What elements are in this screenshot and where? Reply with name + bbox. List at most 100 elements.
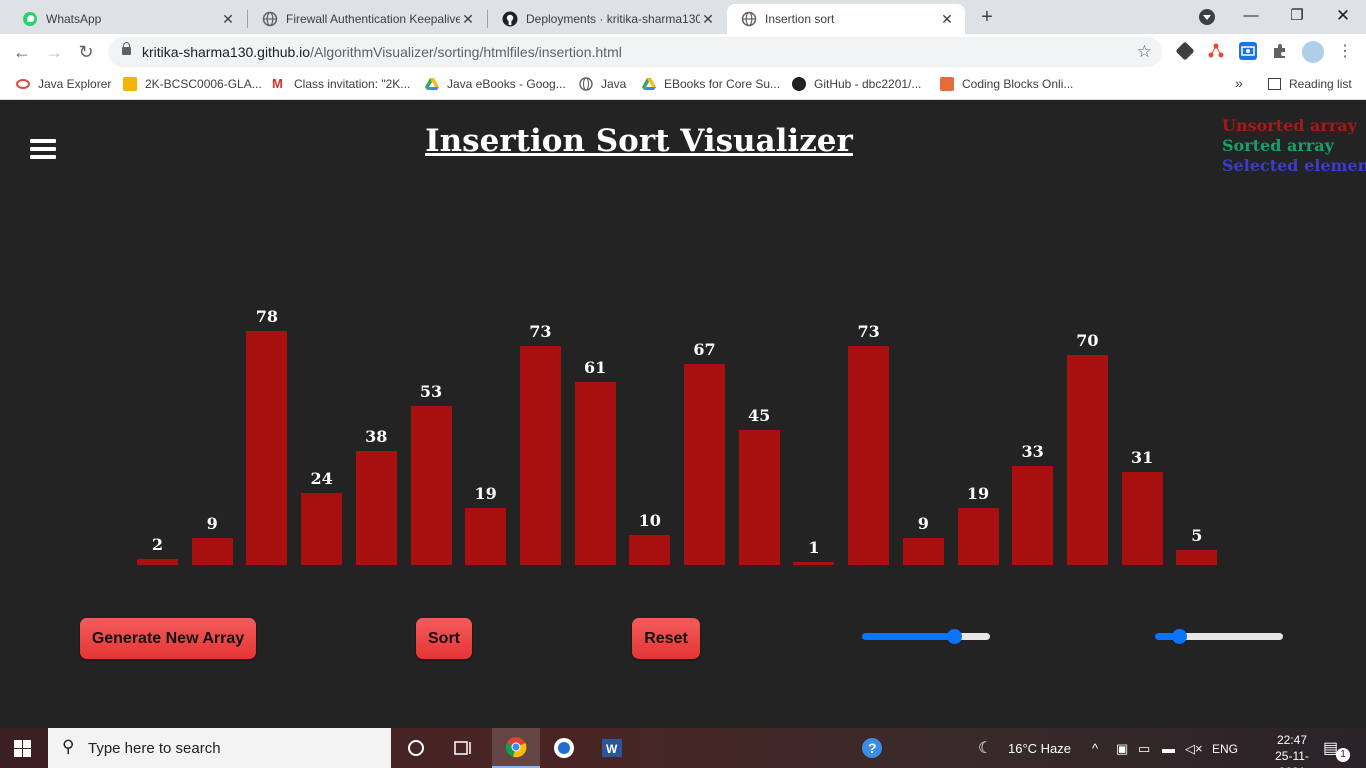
volume-icon[interactable]: ◁× xyxy=(1185,741,1203,756)
slider-thumb[interactable] xyxy=(1171,629,1187,644)
array-bar xyxy=(1121,472,1163,565)
close-tab-icon[interactable]: ✕ xyxy=(462,10,474,27)
address-bar[interactable]: kritika-sharma130.github.io/AlgorithmVis… xyxy=(108,37,1162,67)
globe-icon xyxy=(262,11,278,27)
array-bar xyxy=(410,406,452,565)
bar-value-label: 19 xyxy=(966,484,990,503)
array-size-slider[interactable] xyxy=(862,629,990,644)
weather-icon: ☾ xyxy=(978,740,993,757)
menu-icon[interactable] xyxy=(30,139,56,161)
array-bar xyxy=(246,331,288,565)
speed-slider[interactable] xyxy=(1155,629,1283,644)
bar-value-label: 73 xyxy=(529,322,552,341)
more-bookmarks-icon[interactable]: » xyxy=(1235,75,1243,91)
task-view-icon[interactable] xyxy=(450,734,478,762)
profile-avatar[interactable] xyxy=(1302,41,1324,63)
new-tab-button[interactable]: + xyxy=(981,6,993,28)
forward-icon[interactable]: → xyxy=(45,42,63,62)
weather-text[interactable]: 16°C Haze xyxy=(1008,741,1072,756)
tab-separator xyxy=(247,10,248,28)
tab-title: WhatsApp xyxy=(46,12,102,26)
close-tab-icon[interactable]: ✕ xyxy=(702,10,714,27)
notification-count: 1 xyxy=(1336,748,1350,762)
bookmark-java-ebooks[interactable]: Java eBooks - Goog... xyxy=(425,77,566,91)
bar-value-label: 78 xyxy=(255,307,279,326)
bar-value-label: 10 xyxy=(638,511,661,530)
tray-chevron-icon[interactable]: ^ xyxy=(1092,741,1099,756)
bar-value-label: 67 xyxy=(693,340,716,359)
bookmark-ebooks-core[interactable]: EBooks for Core Su... xyxy=(642,77,780,91)
classroom-icon xyxy=(123,77,137,91)
cortana-icon[interactable] xyxy=(402,734,430,762)
tab-title: Deployments · kritika-sharma130 xyxy=(526,12,700,26)
tab-whatsapp[interactable]: WhatsApp ✕ xyxy=(8,4,246,34)
drive-icon xyxy=(425,77,439,91)
url-text: kritika-sharma130.github.io/AlgorithmVis… xyxy=(142,44,622,60)
github-icon xyxy=(502,11,518,27)
word-taskbar-icon[interactable]: W xyxy=(598,734,626,762)
slider-thumb[interactable] xyxy=(946,629,962,644)
reload-icon[interactable]: ↻ xyxy=(78,42,94,62)
close-tab-icon[interactable]: ✕ xyxy=(941,10,953,27)
array-bar xyxy=(793,562,835,565)
language-indicator[interactable]: ENG xyxy=(1212,742,1239,756)
reading-list-icon xyxy=(1268,78,1281,90)
chrome-menu-icon[interactable]: ⋮ xyxy=(1337,43,1353,60)
bar-value-label: 9 xyxy=(917,514,929,533)
bookmark-classroom[interactable]: 2K-BCSC0006-GLA... xyxy=(123,77,262,91)
minimize-button[interactable]: — xyxy=(1243,7,1259,24)
bar-value-label: 5 xyxy=(1191,526,1203,545)
bar-value-label: 31 xyxy=(1130,448,1154,467)
array-bar xyxy=(684,364,725,565)
array-bar xyxy=(902,538,944,565)
bookmark-java-explorer[interactable]: Java Explorer xyxy=(16,77,111,91)
array-bars: 2 9 78 24 38 53 19 73 61 10 67 45 1 73 9 19 33 70 31 5 xyxy=(0,101,1366,571)
array-bar xyxy=(355,451,397,565)
help-icon[interactable]: ? xyxy=(858,734,886,762)
bookmark-star-icon[interactable]: ☆ xyxy=(1136,42,1152,61)
bar-value-label: 2 xyxy=(151,535,164,554)
notifications-icon[interactable]: ▤ xyxy=(1323,740,1339,757)
extension-network-icon[interactable] xyxy=(1207,42,1225,60)
extension-screen-icon[interactable] xyxy=(1239,42,1257,60)
bookmarks-bar: Java Explorer 2K-BCSC0006-GLA... M Class… xyxy=(0,70,1366,100)
tab-separator xyxy=(487,10,488,28)
bar-value-label: 19 xyxy=(474,484,497,503)
clock[interactable]: 22:47 25-11-2021 xyxy=(1275,733,1309,768)
sort-button[interactable]: Sort xyxy=(416,618,472,659)
bookmark-github[interactable]: GitHub - dbc2201/... xyxy=(792,77,921,91)
windows-start-icon[interactable] xyxy=(14,740,32,758)
network-icon[interactable]: ▭ xyxy=(1138,741,1151,756)
bar-value-label: 61 xyxy=(583,358,607,377)
legend-selected: Selected element xyxy=(1222,156,1366,175)
tab-insertion-sort[interactable]: Insertion sort ✕ xyxy=(727,4,965,34)
reset-button[interactable]: Reset xyxy=(632,618,700,659)
taskbar-search-box[interactable]: ⚲ Type here to search xyxy=(48,728,391,768)
globe-icon xyxy=(579,77,593,91)
close-window-button[interactable]: ✕ xyxy=(1335,6,1351,25)
extensions-puzzle-icon[interactable] xyxy=(1271,42,1289,60)
generate-array-button[interactable]: Generate New Array xyxy=(80,618,256,659)
lock-icon xyxy=(122,42,131,55)
bar-value-label: 24 xyxy=(310,469,333,488)
array-bar xyxy=(1176,550,1218,565)
tab-firewall[interactable]: Firewall Authentication Keepalive ✕ xyxy=(248,4,486,34)
drive-icon xyxy=(642,77,656,91)
bookmark-java[interactable]: Java xyxy=(579,77,626,91)
battery-icon[interactable]: ▬ xyxy=(1162,741,1175,756)
back-icon[interactable]: ← xyxy=(13,42,31,62)
reading-list-button[interactable]: Reading list xyxy=(1268,77,1352,91)
app-taskbar-icon[interactable] xyxy=(550,734,578,762)
whatsapp-icon xyxy=(22,11,38,27)
close-tab-icon[interactable]: ✕ xyxy=(222,10,234,27)
extension-cube-icon[interactable] xyxy=(1175,41,1195,61)
browser-toolbar: ← → ↻ kritika-sharma130.github.io/Algori… xyxy=(0,34,1366,70)
restore-button[interactable]: ❐ xyxy=(1290,7,1304,24)
tab-deployments[interactable]: Deployments · kritika-sharma130 ✕ xyxy=(488,4,726,34)
chrome-taskbar-icon[interactable] xyxy=(492,728,540,768)
bookmark-gmail[interactable]: M Class invitation: "2K... xyxy=(272,76,411,92)
bookmark-coding-blocks[interactable]: Coding Blocks Onli... xyxy=(940,77,1073,91)
meet-now-icon[interactable]: ▣ xyxy=(1116,741,1129,756)
tab-search-icon[interactable] xyxy=(1199,9,1215,25)
bar-value-label: 33 xyxy=(1021,442,1044,461)
